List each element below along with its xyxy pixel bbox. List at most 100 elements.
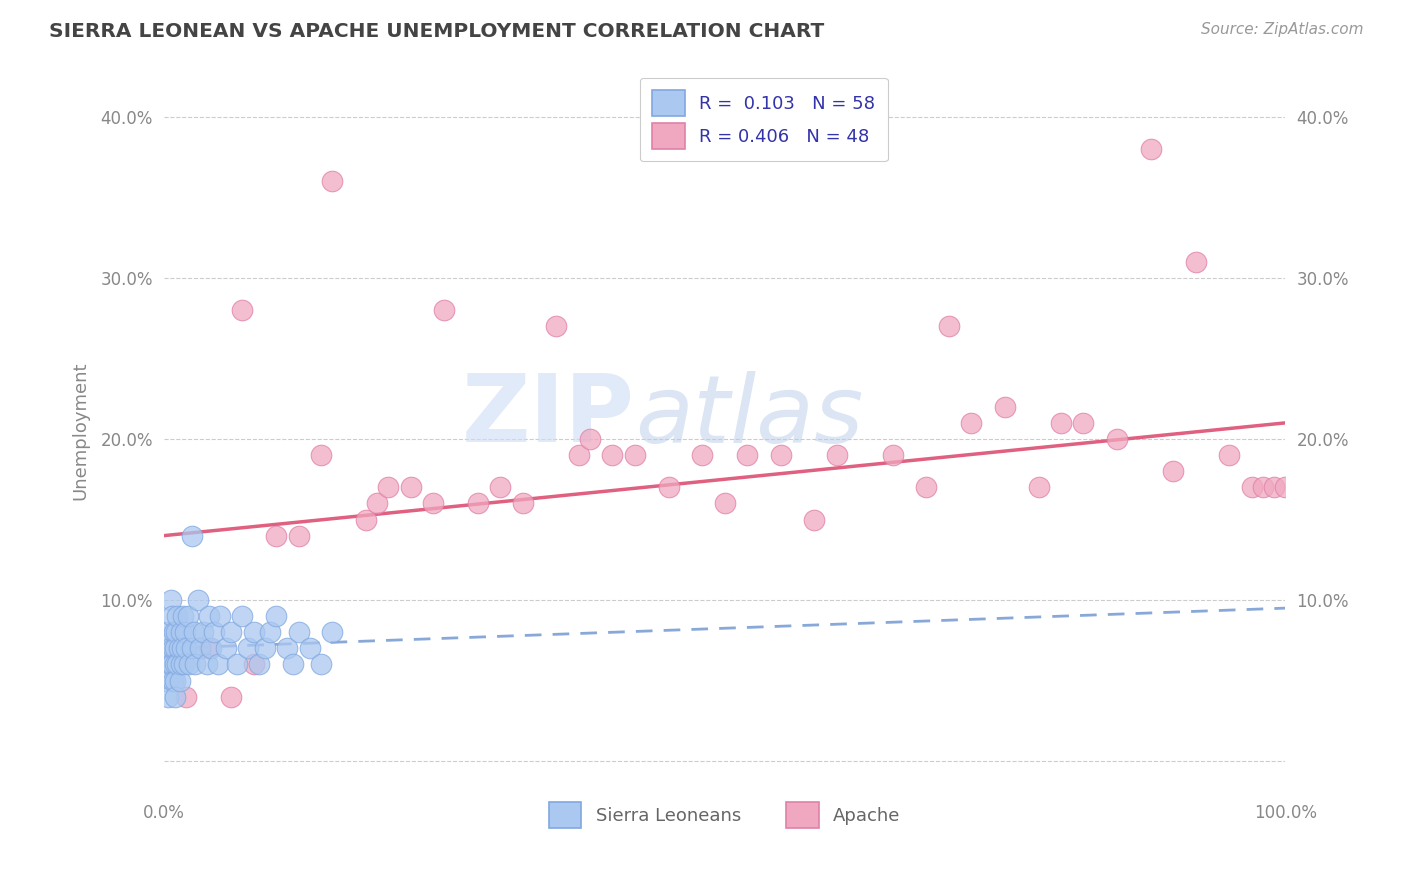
Point bbox=[1050, 416, 1073, 430]
Point bbox=[214, 641, 236, 656]
Point bbox=[159, 641, 181, 656]
Point bbox=[170, 625, 193, 640]
Point bbox=[624, 448, 647, 462]
Point bbox=[1251, 480, 1274, 494]
Point bbox=[1263, 480, 1285, 494]
Point bbox=[354, 512, 377, 526]
Point bbox=[157, 690, 180, 704]
Point bbox=[321, 625, 343, 640]
Point bbox=[187, 593, 209, 607]
Point bbox=[915, 480, 938, 494]
Point bbox=[399, 480, 422, 494]
Point bbox=[938, 319, 960, 334]
Point bbox=[1240, 480, 1263, 494]
Point bbox=[172, 609, 194, 624]
Point bbox=[184, 657, 207, 672]
Point bbox=[193, 625, 215, 640]
Point bbox=[882, 448, 904, 462]
Point bbox=[176, 641, 198, 656]
Point bbox=[1105, 432, 1128, 446]
Point bbox=[735, 448, 758, 462]
Point bbox=[276, 641, 298, 656]
Text: ZIP: ZIP bbox=[463, 370, 636, 462]
Point bbox=[579, 432, 602, 446]
Point bbox=[309, 657, 332, 672]
Y-axis label: Unemployment: Unemployment bbox=[72, 361, 89, 500]
Point bbox=[165, 673, 187, 688]
Point bbox=[467, 496, 489, 510]
Point bbox=[568, 448, 591, 462]
Point bbox=[177, 657, 200, 672]
Point bbox=[231, 303, 253, 318]
Point bbox=[287, 625, 309, 640]
Point bbox=[160, 657, 183, 672]
Point bbox=[165, 625, 187, 640]
Point bbox=[188, 641, 211, 656]
Point bbox=[546, 319, 568, 334]
Text: atlas: atlas bbox=[636, 371, 863, 462]
Point bbox=[165, 690, 187, 704]
Point bbox=[170, 641, 193, 656]
Point bbox=[198, 609, 221, 624]
Point bbox=[242, 657, 264, 672]
Point bbox=[159, 593, 181, 607]
Point bbox=[602, 448, 624, 462]
Point bbox=[253, 641, 276, 656]
Point bbox=[1161, 464, 1184, 478]
Point bbox=[181, 641, 204, 656]
Point bbox=[690, 448, 713, 462]
Point bbox=[167, 641, 190, 656]
Point bbox=[769, 448, 792, 462]
Point bbox=[156, 673, 179, 688]
Point bbox=[219, 690, 242, 704]
Point bbox=[163, 625, 186, 640]
Point bbox=[225, 657, 247, 672]
Legend: Sierra Leoneans, Apache: Sierra Leoneans, Apache bbox=[541, 795, 908, 835]
Point bbox=[848, 142, 870, 156]
Point bbox=[309, 448, 332, 462]
Point bbox=[170, 657, 193, 672]
Point bbox=[366, 496, 388, 510]
Point bbox=[176, 609, 198, 624]
Point bbox=[247, 657, 270, 672]
Point bbox=[162, 673, 184, 688]
Point bbox=[174, 625, 197, 640]
Point bbox=[160, 609, 183, 624]
Point bbox=[825, 448, 848, 462]
Point bbox=[166, 657, 188, 672]
Point bbox=[433, 303, 456, 318]
Point bbox=[960, 416, 983, 430]
Point bbox=[173, 657, 195, 672]
Point bbox=[321, 174, 343, 188]
Point bbox=[1139, 142, 1161, 156]
Point bbox=[165, 641, 187, 656]
Point bbox=[377, 480, 399, 494]
Point bbox=[489, 480, 512, 494]
Point bbox=[1184, 255, 1206, 269]
Point bbox=[198, 641, 221, 656]
Point bbox=[713, 496, 735, 510]
Point bbox=[166, 609, 188, 624]
Point bbox=[657, 480, 679, 494]
Text: Source: ZipAtlas.com: Source: ZipAtlas.com bbox=[1201, 22, 1364, 37]
Point bbox=[1028, 480, 1050, 494]
Point bbox=[219, 625, 242, 640]
Point bbox=[422, 496, 444, 510]
Point bbox=[200, 641, 222, 656]
Point bbox=[281, 657, 304, 672]
Point bbox=[195, 657, 218, 672]
Point bbox=[208, 609, 231, 624]
Text: SIERRA LEONEAN VS APACHE UNEMPLOYMENT CORRELATION CHART: SIERRA LEONEAN VS APACHE UNEMPLOYMENT CO… bbox=[49, 22, 824, 41]
Point bbox=[512, 496, 534, 510]
Point bbox=[264, 528, 287, 542]
Point bbox=[1073, 416, 1095, 430]
Point bbox=[1274, 480, 1296, 494]
Point bbox=[994, 400, 1017, 414]
Point bbox=[803, 512, 825, 526]
Point bbox=[287, 528, 309, 542]
Point bbox=[264, 609, 287, 624]
Point bbox=[236, 641, 259, 656]
Point bbox=[176, 690, 198, 704]
Point bbox=[159, 657, 181, 672]
Point bbox=[1218, 448, 1240, 462]
